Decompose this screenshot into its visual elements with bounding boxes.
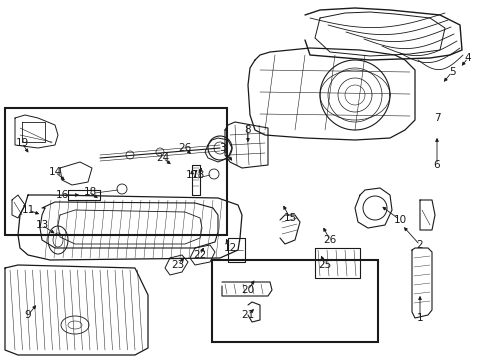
Text: 6: 6 (433, 160, 439, 170)
Text: 13: 13 (35, 220, 48, 230)
Text: 23: 23 (171, 260, 184, 270)
Text: 25: 25 (318, 260, 331, 270)
Text: 26: 26 (323, 235, 336, 245)
Text: 10: 10 (393, 215, 406, 225)
Text: 11: 11 (21, 205, 35, 215)
Text: 22: 22 (193, 250, 206, 260)
Text: 5: 5 (448, 67, 454, 77)
Text: 8: 8 (244, 125, 251, 135)
Text: 2: 2 (416, 240, 423, 250)
Text: 21: 21 (241, 310, 254, 320)
Text: 18: 18 (83, 187, 97, 197)
Text: 16: 16 (55, 190, 68, 200)
Text: 17: 17 (185, 170, 198, 180)
Text: 15: 15 (283, 213, 296, 223)
Text: 20: 20 (241, 285, 254, 295)
Text: 3: 3 (218, 143, 225, 153)
Text: 12: 12 (223, 243, 236, 253)
Text: 7: 7 (433, 113, 439, 123)
Text: 14: 14 (48, 167, 61, 177)
Text: 18: 18 (191, 170, 204, 180)
Text: 26: 26 (178, 143, 191, 153)
Bar (5, 108, 226, 235)
Text: 19: 19 (15, 138, 29, 148)
Text: 24: 24 (156, 153, 169, 163)
Text: 1: 1 (416, 313, 423, 323)
Text: 4: 4 (464, 53, 470, 63)
Bar (212, 260, 377, 342)
Text: 9: 9 (24, 310, 31, 320)
